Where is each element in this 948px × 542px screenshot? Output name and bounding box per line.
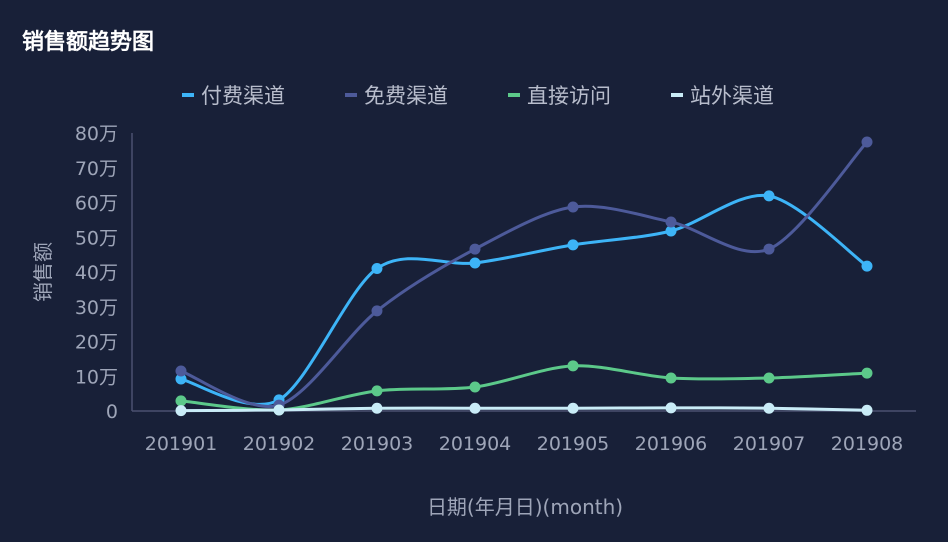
legend-label: 站外渠道 [690,84,774,108]
data-point [371,305,383,317]
data-point [567,402,579,414]
y-axis-title: 销售额 [31,242,55,302]
series-lines [175,136,873,417]
data-point [861,260,873,272]
legend-item[interactable]: 直接访问 [508,84,611,108]
data-point [469,243,481,255]
axes: 0 10万 20万 30万 40万 50万 60万 70万 80万 201901 201902 201… [75,123,916,455]
data-point [665,372,677,384]
x-tick-label: 201905 [537,433,610,455]
data-point [273,404,285,416]
data-point [567,201,579,213]
x-tick-label: 201902 [243,433,316,455]
x-tick-label: 201903 [341,433,414,455]
data-point [665,216,677,228]
y-tick-label: 20万 [75,332,118,354]
data-point [665,225,677,237]
data-point [371,385,383,397]
data-point [469,257,481,269]
y-tick-label: 10万 [75,366,118,388]
legend-label: 免费渠道 [364,84,448,108]
x-tick-label: 201901 [145,433,218,455]
series-line [180,406,868,413]
chart-title: 销售额趋势图 [22,30,155,55]
y-tick-label: 40万 [75,262,118,284]
data-point [763,243,775,255]
data-point [175,373,187,385]
series-免费渠道 [175,136,873,411]
legend-label: 直接访问 [527,84,611,108]
y-tick-label: 50万 [75,227,118,249]
data-point [763,372,775,384]
series-line [180,193,868,406]
legend: 付费渠道 免费渠道 直接访问 站外渠道 [182,84,774,108]
series-付费渠道 [175,190,873,406]
legend-item[interactable]: 免费渠道 [345,84,448,108]
x-tick-label: 201907 [733,433,806,455]
y-tick-label: 60万 [75,193,118,215]
data-point [763,190,775,202]
legend-item[interactable]: 付费渠道 [182,84,285,108]
data-point [371,402,383,414]
legend-item[interactable]: 站外渠道 [671,84,774,108]
x-tick-label: 201908 [831,433,904,455]
y-tick-label: 70万 [75,158,118,180]
data-point [371,263,383,275]
x-axis-title: 日期(年月日)(month) [427,495,623,519]
x-tick-label: 201904 [439,433,512,455]
y-tick-label: 30万 [75,297,118,319]
data-point [665,402,677,414]
data-point [567,239,579,251]
series-站外渠道 [175,402,873,417]
data-point [175,405,187,417]
data-point [861,404,873,416]
data-point [175,395,187,407]
data-point [469,402,481,414]
data-point [763,402,775,414]
y-tick-label: 0 [106,401,118,423]
data-point [567,360,579,372]
y-tick-label: 80万 [75,123,118,145]
data-point [175,365,187,377]
data-point [861,367,873,379]
x-tick-label: 201906 [635,433,708,455]
data-point [469,381,481,393]
data-point [861,136,873,148]
series-line [180,141,869,408]
legend-label: 付费渠道 [201,84,285,108]
